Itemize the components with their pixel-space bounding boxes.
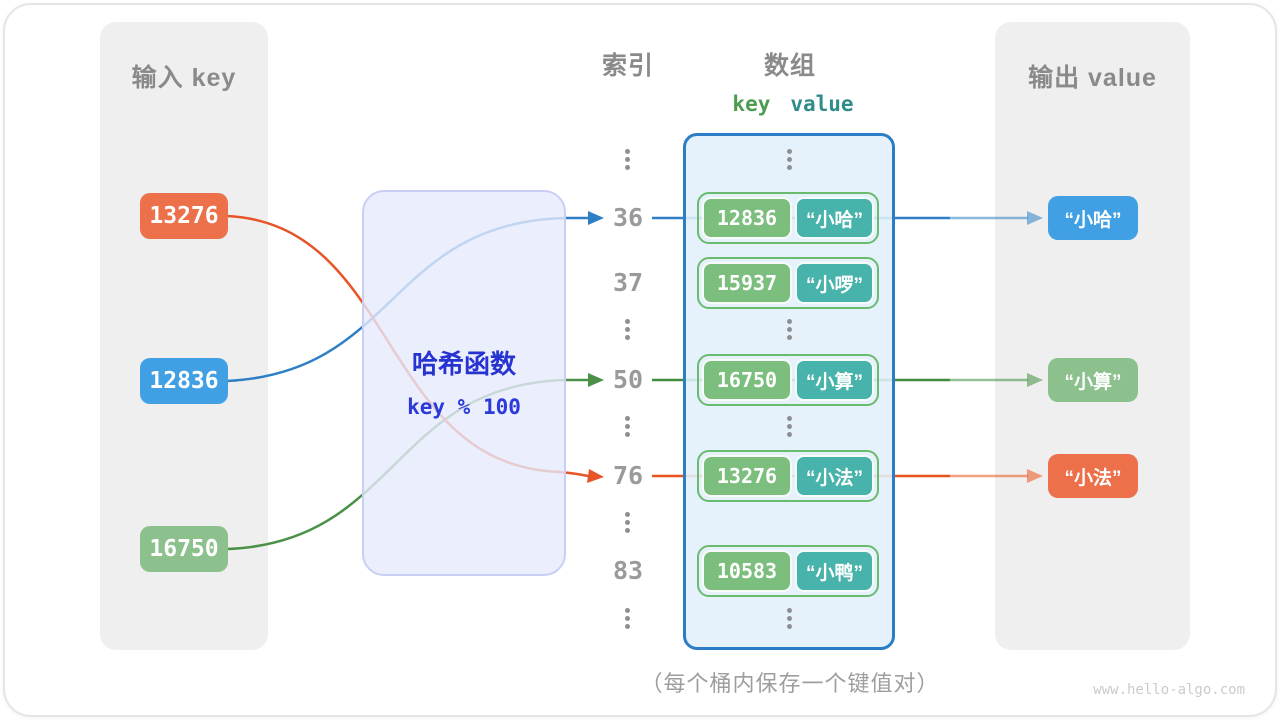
pair-value: “小鸭”	[795, 550, 874, 592]
output-value-box: “小法”	[1048, 454, 1138, 498]
pair-key: 16750	[702, 359, 792, 401]
pair-value: “小啰”	[795, 262, 874, 304]
output-panel-title: 输出 value	[1028, 64, 1157, 92]
index-value: 76	[612, 461, 644, 490]
index-value: 36	[612, 203, 644, 232]
vertical-ellipsis-icon	[787, 416, 792, 437]
array-column-header: 数组	[763, 52, 816, 80]
bucket-pair: 13276 “小法”	[697, 450, 879, 502]
watermark: www.hello-algo.com	[1093, 682, 1245, 698]
index-value: 83	[612, 556, 644, 585]
index-value: 37	[612, 268, 644, 297]
vertical-ellipsis-icon	[787, 319, 792, 340]
output-panel: 输出 value	[995, 22, 1190, 650]
input-key-box: 12836	[140, 358, 228, 404]
input-key-box: 16750	[140, 526, 228, 572]
index-value: 50	[612, 365, 644, 394]
vertical-ellipsis-icon	[787, 608, 792, 629]
key-header-label: key	[732, 92, 771, 116]
vertical-ellipsis-icon	[625, 608, 630, 629]
pair-key: 13276	[702, 455, 792, 497]
pair-key: 12836	[702, 197, 792, 239]
input-key-box: 13276	[140, 193, 228, 239]
bucket-pair: 12836 “小哈”	[697, 192, 879, 244]
pair-key: 10583	[702, 550, 792, 592]
pair-value: “小算”	[795, 359, 874, 401]
vertical-ellipsis-icon	[625, 149, 630, 170]
pair-key: 15937	[702, 262, 792, 304]
output-value-box: “小算”	[1048, 358, 1138, 402]
caption: （每个桶内保存一个键值对）	[640, 671, 940, 696]
key-value-header: key value	[700, 92, 886, 116]
vertical-ellipsis-icon	[625, 416, 630, 437]
pair-value: “小法”	[795, 455, 874, 497]
bucket-pair: 15937 “小啰”	[697, 257, 879, 309]
value-header-label: value	[790, 92, 854, 116]
hash-function-formula: key % 100	[407, 395, 521, 419]
bucket-pair: 16750 “小算”	[697, 354, 879, 406]
vertical-ellipsis-icon	[625, 512, 630, 533]
output-value-box: “小哈”	[1048, 196, 1138, 240]
vertical-ellipsis-icon	[625, 319, 630, 340]
pair-value: “小哈”	[795, 197, 874, 239]
index-column-header: 索引	[601, 52, 654, 80]
hash-function-title: 哈希函数	[411, 349, 516, 379]
input-panel-title: 输入 key	[131, 64, 237, 92]
hash-function-box: 哈希函数 key % 100	[362, 190, 566, 576]
vertical-ellipsis-icon	[787, 149, 792, 170]
bucket-pair: 10583 “小鸭”	[697, 545, 879, 597]
